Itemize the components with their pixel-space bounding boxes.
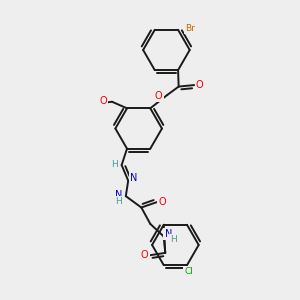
Text: H: H [111,160,118,169]
Text: O: O [99,96,107,106]
Text: Br: Br [184,24,194,33]
Text: O: O [158,196,166,206]
Text: N: N [130,173,137,183]
Text: O: O [196,80,203,90]
Text: N: N [164,229,172,239]
Text: H: H [115,197,122,206]
Text: N: N [115,190,122,200]
Text: Cl: Cl [184,267,193,276]
Text: O: O [155,91,163,100]
Text: H: H [170,235,177,244]
Text: O: O [141,250,148,260]
